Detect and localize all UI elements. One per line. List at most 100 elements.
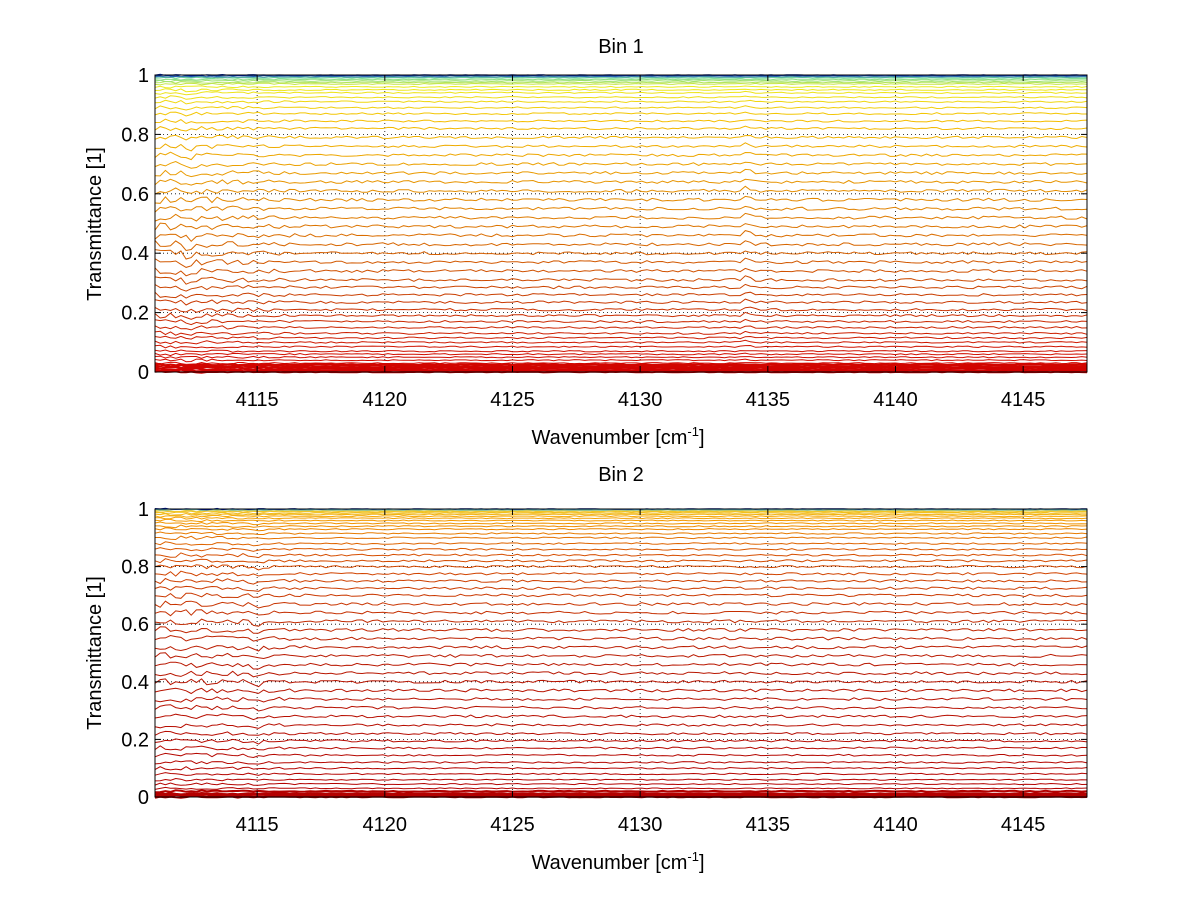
series-line-23: [154, 652, 1088, 660]
series-line-26: [154, 240, 1088, 252]
series-line-22: [154, 661, 1088, 670]
x-tick-label-4135: 4135: [746, 389, 791, 411]
series-line-10: [154, 349, 1088, 353]
x-tick-label-4125: 4125: [490, 814, 535, 836]
series-line-48: [154, 511, 1088, 515]
series-line-13: [154, 335, 1088, 340]
axes-box-bin-1: [154, 74, 1088, 373]
x-tick-label-4120: 4120: [363, 389, 408, 411]
series-line-19: [154, 687, 1088, 695]
series-line-39: [154, 125, 1088, 132]
x-tick-label-4140: 4140: [873, 814, 918, 836]
series-line-5: [154, 362, 1087, 367]
series-line-11: [154, 752, 1088, 759]
series-line-4: [154, 364, 1088, 369]
series-line-37: [154, 142, 1088, 152]
series-line-4: [154, 789, 1088, 794]
series-line-37: [154, 547, 1088, 552]
series-line-42: [154, 105, 1088, 111]
x-tick-label-4135: 4135: [746, 814, 791, 836]
series-line-12: [154, 745, 1088, 751]
series-line-44: [154, 518, 1088, 523]
series-line-25: [154, 634, 1088, 642]
series-line-32: [154, 577, 1088, 585]
series-line-31: [154, 585, 1088, 592]
series-line-13: [154, 738, 1088, 745]
x-axis-label-bin-2: Wavenumber [cm-1]: [531, 849, 704, 874]
series-line-42: [155, 524, 1088, 529]
x-tick-label-4140: 4140: [873, 389, 918, 411]
series-line-52: [154, 76, 1088, 80]
x-axis-label-end-bin-2: ]: [699, 852, 705, 874]
series-line-25: [154, 249, 1088, 260]
series-line-44: [154, 95, 1088, 100]
series-line-15: [154, 723, 1088, 729]
series-line-46: [154, 88, 1088, 93]
y-tick-label-1: 1: [138, 499, 149, 521]
x-tick-label-4130: 4130: [618, 389, 663, 411]
x-axis-label-sup-bin-1: -1: [687, 424, 699, 439]
y-tick-label-0.8: 0.8: [121, 124, 149, 146]
series-line-28: [154, 609, 1088, 617]
y-axis-label-bin-2: Transmittance [1]: [84, 576, 106, 730]
series-line-5: [154, 786, 1088, 790]
ticks-bin-2: 4115 4120 4125 4130 4135 4140 4145 0 0.2 0.4 0.6 0.…: [121, 499, 1087, 836]
x-axis-label-bin-1: Wavenumber [cm-1]: [531, 424, 704, 449]
x-tick-label-4145: 4145: [1001, 389, 1046, 411]
series-line-47: [154, 512, 1088, 516]
series-line-38: [154, 134, 1088, 141]
series-line-6: [154, 782, 1088, 786]
series-line-8: [154, 772, 1088, 776]
y-tick-label-0.2: 0.2: [121, 729, 149, 751]
series-line-40: [154, 531, 1088, 536]
series-line-38: [154, 541, 1088, 547]
series-line-49: [154, 510, 1088, 514]
y-axis-label-bin-1: Transmittance [1]: [84, 147, 106, 301]
series-line-24: [154, 257, 1088, 268]
series-line-26: [154, 626, 1088, 634]
series-line-47: [154, 85, 1088, 89]
series-line-45: [154, 90, 1088, 96]
series-line-30: [154, 592, 1088, 599]
series-line-28: [154, 222, 1088, 231]
series-line-48: [154, 82, 1088, 86]
series-line-27: [154, 230, 1088, 243]
series-line-43: [154, 521, 1088, 526]
chart-title-bin-1: Bin 1: [598, 36, 644, 58]
y-tick-label-0: 0: [138, 362, 149, 384]
x-tick-label-4125: 4125: [490, 389, 535, 411]
series-line-29: [154, 600, 1088, 609]
series-line-50: [154, 509, 1088, 513]
x-tick-label-4145: 4145: [1001, 814, 1046, 836]
series-line-11: [154, 344, 1088, 349]
series-line-32: [154, 185, 1088, 195]
chart-title-bin-2: Bin 2: [598, 464, 644, 486]
series-line-18: [154, 696, 1088, 703]
plot-area-bin-1: [155, 75, 1087, 372]
panel-bin-2: 4115 4120 4125 4130 4135 4140 4145 0 0.2 0.4 0.6 0.…: [84, 464, 1088, 874]
series-line-15: [154, 325, 1088, 331]
x-tick-label-4120: 4120: [363, 814, 408, 836]
x-axis-label-sup-bin-2: -1: [687, 849, 699, 864]
series-line-31: [154, 195, 1088, 204]
y-tick-label-0.4: 0.4: [121, 243, 149, 265]
series-line-50: [154, 79, 1088, 83]
series-line-45: [154, 516, 1088, 520]
series-line-23: [154, 267, 1088, 277]
series-line-20: [154, 291, 1088, 299]
series-line-35: [154, 160, 1088, 169]
y-tick-label-1: 1: [138, 65, 149, 87]
series-line-33: [154, 570, 1088, 577]
panel-bin-1: 4115 4120 4125 4130 4135 4140 4145 0 0.2 0.4 0.6 0.…: [84, 36, 1088, 449]
series-line-34: [154, 168, 1088, 178]
series-line-40: [154, 118, 1088, 125]
series-group-bin-1: [154, 73, 1088, 374]
series-line-21: [154, 283, 1088, 292]
series-line-43: [154, 99, 1088, 105]
axes-box-bin-2: [154, 508, 1088, 798]
series-line-18: [154, 306, 1088, 313]
series-line-8: [154, 355, 1088, 359]
series-line-2: [154, 367, 1088, 371]
series-line-41: [154, 111, 1087, 117]
